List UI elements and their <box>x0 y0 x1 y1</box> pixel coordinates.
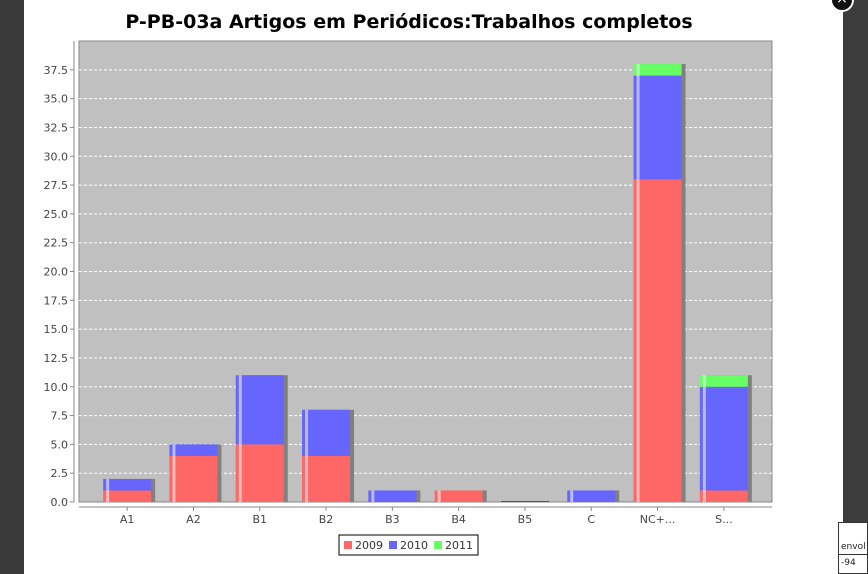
bar-2011-S... <box>699 375 748 387</box>
y-tick-label: 35.0 <box>44 93 69 106</box>
y-tick-label: 10.0 <box>44 381 69 394</box>
bar-highlight <box>172 455 176 502</box>
bar-2009-B2 <box>302 455 351 502</box>
bars <box>103 64 752 503</box>
y-tick-label: 12.5 <box>44 352 69 365</box>
background-text-2: -94 <box>841 558 856 568</box>
legend-swatch-2009 <box>344 541 352 549</box>
x-tick-label: B2 <box>319 513 334 526</box>
legend-swatch-2011 <box>434 541 442 549</box>
bar-highlight <box>238 444 242 502</box>
bar-2010-A1 <box>103 478 152 491</box>
legend-box <box>338 534 479 556</box>
bar-highlight <box>106 490 110 502</box>
y-tick-label: 32.5 <box>44 121 69 134</box>
x-tick-label: B3 <box>385 513 400 526</box>
y-tick-label: 2.5 <box>51 467 69 480</box>
bar-highlight <box>305 409 309 456</box>
bar-2010-A2 <box>169 444 218 456</box>
legend-label-2011: 2011 <box>445 539 473 552</box>
chart-dialog: P-PB-03a Artigos em Periódicos:Trabalhos… <box>24 0 843 574</box>
bar-2009-B1 <box>235 444 284 502</box>
bar-highlight <box>702 490 706 502</box>
page-backdrop-left <box>0 0 24 574</box>
x-tick-label: A1 <box>120 513 135 526</box>
bar-2009-NC+... <box>633 179 682 503</box>
bar-highlight <box>238 375 242 445</box>
x-axis-ticks: A1 A2 B1 B2 B3 B4 B5 C NC+... S... <box>120 507 733 526</box>
bar-highlight <box>636 179 640 503</box>
y-tick-label: 27.5 <box>44 179 69 192</box>
bar-2010-NC+... <box>633 75 682 180</box>
y-tick-label: 20.0 <box>44 266 69 279</box>
y-tick-label: 0.0 <box>51 496 69 509</box>
bar-highlight <box>106 478 110 491</box>
background-divider <box>839 554 867 555</box>
bar-highlight <box>172 444 176 456</box>
background-text-1: envol <box>841 542 866 552</box>
bar-2011-NC+... <box>633 64 682 76</box>
bar-2010-B2 <box>302 409 351 456</box>
x-tick-label: NC+... <box>640 513 676 526</box>
y-tick-label: 17.5 <box>44 294 69 307</box>
chart-title: P-PB-03a Artigos em Periódicos:Trabalhos… <box>125 11 692 33</box>
y-tick-label: 15.0 <box>44 323 69 336</box>
bar-highlight <box>570 490 574 502</box>
legend: 2009 2010 2011 <box>338 534 479 556</box>
bar-highlight <box>702 375 706 387</box>
bar-2009-A1 <box>103 490 152 502</box>
y-tick-label: 5.0 <box>51 438 69 451</box>
x-tick-label: A2 <box>186 513 201 526</box>
y-tick-label: 37.5 <box>44 64 69 77</box>
bar-2010-B3 <box>368 490 417 502</box>
y-tick-label: 22.5 <box>44 237 69 250</box>
bar-highlight <box>437 490 441 502</box>
bar-2010-B1 <box>235 375 284 445</box>
legend-label-2010: 2010 <box>400 539 428 552</box>
background-window-fragment: envol -94 <box>838 522 868 574</box>
bar-2010-S... <box>699 386 748 491</box>
bar-empty-B5 <box>500 501 549 502</box>
bar-highlight <box>636 64 640 76</box>
bar-2009-B4 <box>434 490 483 502</box>
x-tick-label: B4 <box>451 513 466 526</box>
chart: P-PB-03a Artigos em Periódicos:Trabalhos… <box>44 11 773 556</box>
bar-highlight <box>305 455 309 502</box>
bar-2009-A2 <box>169 455 218 502</box>
y-axis-ticks: 0.0 2.5 5.0 7.5 10.0 12.5 15.0 17.5 20.0 22.5 25.0… <box>44 64 74 509</box>
y-tick-label: 25.0 <box>44 208 69 221</box>
bar-highlight <box>702 386 706 491</box>
x-tick-label: B1 <box>252 513 267 526</box>
page-backdrop-right <box>843 0 868 574</box>
y-tick-label: 30.0 <box>44 150 69 163</box>
x-tick-label: B5 <box>518 513 533 526</box>
x-tick-label: C <box>587 513 595 526</box>
legend-label-2009: 2009 <box>355 539 383 552</box>
x-tick-label: S... <box>715 513 732 526</box>
bar-highlight <box>371 490 375 502</box>
bar-2009-S... <box>699 490 748 502</box>
legend-swatch-2010 <box>389 541 397 549</box>
y-tick-label: 7.5 <box>51 410 69 423</box>
bar-2010-C <box>567 490 616 502</box>
bar-highlight <box>636 75 640 180</box>
